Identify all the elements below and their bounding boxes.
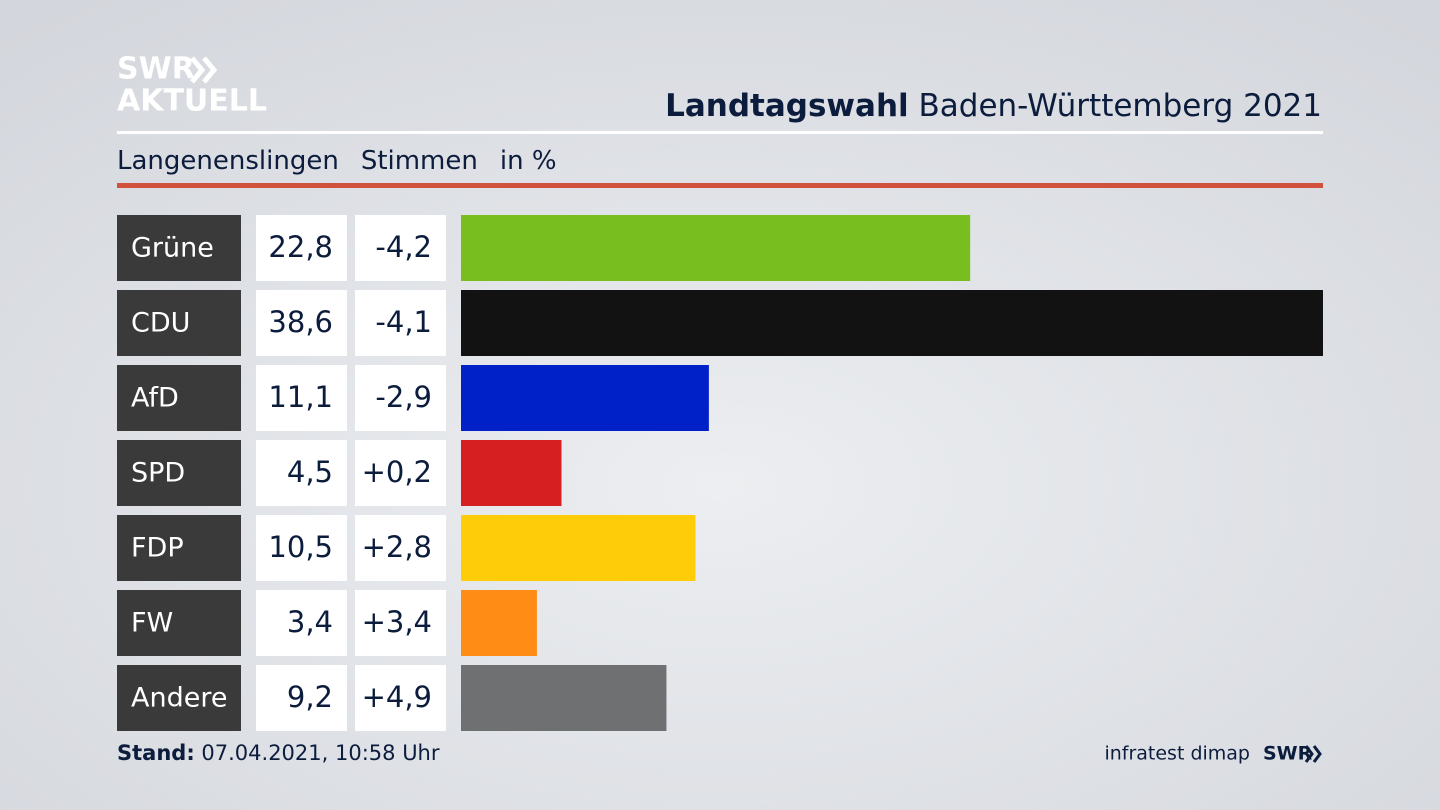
- party-label: FW: [131, 608, 173, 639]
- rule-white: [117, 131, 1323, 134]
- bar: [461, 665, 667, 731]
- title-bold: Landtagswahl: [665, 88, 909, 124]
- place: Langenenslingen: [117, 146, 339, 176]
- party-label: CDU: [131, 308, 190, 339]
- brand: SWR: [1263, 743, 1313, 765]
- change-cell: [355, 665, 446, 731]
- party-cell: [117, 365, 241, 431]
- subtitle: Langenenslingen Stimmen in %: [117, 146, 557, 176]
- party-label: SPD: [131, 458, 185, 489]
- value-cell: [256, 215, 347, 281]
- logo-arrows: [190, 56, 218, 84]
- party-cell: [117, 290, 241, 356]
- chart-title: Landtagswahl Baden-Württemberg 2021: [665, 88, 1322, 124]
- logo-bottom: AKTUELL: [117, 84, 267, 119]
- change-cell: [355, 590, 446, 656]
- value-label: 3,4: [287, 605, 333, 639]
- change-cell: [355, 365, 446, 431]
- value-label: 10,5: [268, 530, 333, 564]
- party-cell: [117, 515, 241, 581]
- value-label: 38,6: [268, 305, 333, 339]
- footer-date: 07.04.2021, 10:58 Uhr: [201, 741, 439, 765]
- value-label: 22,8: [268, 230, 333, 264]
- value-label: 9,2: [287, 680, 333, 714]
- rule-red: [117, 183, 1323, 188]
- measure: Stimmen: [361, 146, 478, 176]
- value-cell: [256, 515, 347, 581]
- value-label: 4,5: [287, 455, 333, 489]
- value-cell: [256, 365, 347, 431]
- bar: [461, 590, 537, 656]
- unit: in %: [500, 146, 557, 176]
- value-cell: [256, 290, 347, 356]
- bar: [461, 440, 562, 506]
- party-cell: [117, 590, 241, 656]
- source: infratest dimap: [1104, 743, 1250, 765]
- party-label: Grüne: [131, 233, 214, 264]
- party-cell: [117, 215, 241, 281]
- brand-arrows: [1304, 745, 1322, 763]
- bar: [461, 290, 1323, 356]
- change-label: -4,2: [375, 230, 432, 264]
- change-cell: [355, 290, 446, 356]
- title-rest: Baden-Württemberg 2021: [919, 88, 1322, 124]
- party-label: AfD: [131, 383, 179, 414]
- change-label: +3,4: [362, 605, 432, 639]
- bar: [461, 515, 696, 581]
- change-label: +4,9: [362, 680, 432, 714]
- footer-label: Stand:: [117, 741, 195, 765]
- value-cell: [256, 440, 347, 506]
- change-label: +2,8: [362, 530, 432, 564]
- party-cell: [117, 665, 241, 731]
- party-cell: [117, 440, 241, 506]
- value-label: 11,1: [268, 380, 333, 414]
- logo-top: SWR: [117, 52, 195, 87]
- change-cell: [355, 515, 446, 581]
- footer: Stand: 07.04.2021, 10:58 Uhr: [117, 741, 440, 765]
- party-label: Andere: [131, 683, 227, 714]
- change-label: +0,2: [362, 455, 432, 489]
- value-cell: [256, 665, 347, 731]
- change-label: -2,9: [375, 380, 432, 414]
- bar: [461, 365, 709, 431]
- value-cell: [256, 590, 347, 656]
- bar: [461, 215, 971, 281]
- change-cell: [355, 440, 446, 506]
- party-label: FDP: [131, 533, 184, 564]
- change-cell: [355, 215, 446, 281]
- change-label: -4,1: [375, 305, 432, 339]
